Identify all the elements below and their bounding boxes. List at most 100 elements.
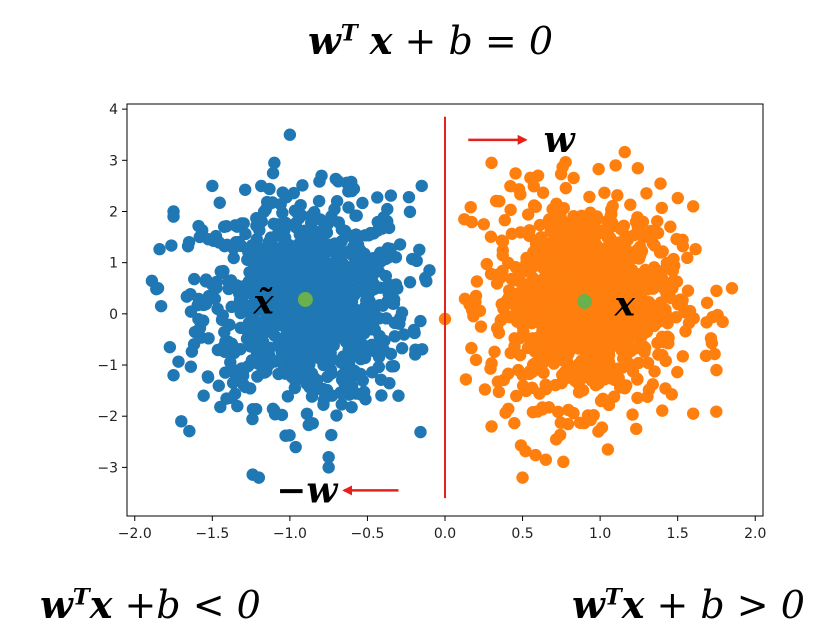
scatter-point	[392, 389, 405, 402]
scatter-point	[558, 276, 572, 289]
scatter-point	[509, 167, 522, 180]
x-tick-label: 1.0	[589, 526, 611, 542]
scatter-point	[603, 283, 616, 297]
scatter-point	[543, 304, 556, 317]
scatter-point	[610, 362, 623, 376]
scatter-point	[249, 402, 263, 416]
scatter-point	[377, 211, 390, 224]
scatter-point	[167, 369, 180, 382]
scatter-point	[259, 291, 273, 305]
scatter-point	[297, 266, 311, 280]
scatter-point	[220, 392, 233, 405]
scatter-point	[631, 291, 644, 304]
scatter-point	[640, 325, 654, 338]
scatter-point	[335, 387, 349, 400]
scatter-point	[533, 387, 546, 400]
scatter-point	[263, 182, 276, 196]
scatter-point	[294, 360, 307, 373]
scatter-point	[614, 236, 627, 249]
scatter-point	[636, 215, 650, 228]
scatter-point	[590, 210, 604, 223]
scatter-point	[686, 200, 700, 213]
scatter-point	[227, 251, 240, 265]
scatter-point	[504, 203, 517, 217]
scatter-point	[485, 156, 498, 170]
scatter-point	[488, 345, 501, 358]
scatter-point	[345, 401, 358, 414]
scatter-point	[494, 314, 507, 327]
scatter-point	[562, 371, 575, 384]
scatter-point	[536, 357, 549, 371]
scatter-point	[188, 325, 202, 339]
scatter-point	[414, 425, 427, 439]
scatter-point	[271, 251, 284, 264]
y-tick-label: −2	[97, 409, 118, 425]
scatter-point	[700, 316, 713, 329]
scatter-point	[529, 448, 542, 462]
scatter-point	[480, 257, 493, 271]
scatter-point	[648, 365, 661, 378]
scatter-point	[652, 278, 666, 291]
scatter-point	[274, 198, 287, 211]
scatter-point	[656, 404, 669, 417]
scatter-point	[369, 340, 382, 354]
orange-centroid	[577, 294, 593, 310]
scatter-point	[276, 240, 289, 254]
scatter-point	[682, 316, 696, 330]
scatter-point	[544, 225, 557, 238]
scatter-point	[652, 348, 665, 361]
scatter-point	[264, 197, 277, 210]
scatter-point	[596, 392, 610, 405]
scatter-point	[572, 342, 585, 355]
scatter-point	[550, 331, 563, 344]
ticks-layer: −2.0 −1.5 −1.0 −0.5 0.0 0.5 1.0 1.5 2.0 −3 −2 −1 0 1 2…	[97, 102, 766, 542]
scatter-point	[184, 360, 198, 373]
scatter-point	[348, 365, 362, 378]
scatter-point	[415, 179, 428, 193]
scatter-point	[338, 377, 351, 390]
scatter-point	[464, 200, 477, 214]
scatter-point	[681, 284, 695, 297]
scatter-point	[358, 324, 371, 337]
scatter-point	[318, 222, 332, 235]
scatter-point	[710, 363, 723, 377]
scatter-point	[523, 315, 536, 329]
scatter-point	[700, 296, 714, 309]
scatter-point	[354, 388, 367, 401]
scatter-point	[328, 203, 341, 216]
scatter-point	[549, 433, 563, 446]
scatter-point	[420, 275, 433, 288]
scatter-point	[554, 167, 568, 181]
scatter-point	[202, 232, 215, 246]
scatter-point	[516, 471, 529, 484]
scatter-point	[559, 349, 572, 363]
scatter-point	[583, 190, 596, 204]
scatter-point	[640, 187, 653, 200]
scatter-point	[470, 275, 484, 288]
scatter-point	[653, 246, 667, 259]
scatter-point	[391, 282, 404, 295]
scatter-point	[570, 229, 583, 242]
scatter-point	[465, 303, 479, 317]
scatter-point	[516, 379, 530, 392]
scatter-point	[278, 335, 291, 348]
scatter-point	[423, 264, 436, 277]
scatter-point	[574, 373, 587, 386]
scatter-point	[322, 297, 336, 310]
scatter-point	[502, 402, 515, 416]
scatter-point	[512, 363, 525, 377]
scatter-point	[217, 264, 230, 278]
y-tick-label: −1	[97, 358, 118, 374]
scatter-point	[628, 228, 641, 242]
x-tick-label: −1.0	[273, 526, 307, 542]
scatter-point	[238, 183, 252, 196]
scatter-point	[288, 381, 302, 395]
scatter-point	[172, 355, 185, 368]
scatter-point	[600, 317, 613, 331]
scatter-point	[304, 216, 318, 230]
positive-region-equation: wTx + b > 0	[572, 582, 805, 627]
scatter-point	[283, 128, 297, 141]
scatter-point	[495, 234, 509, 247]
scatter-point	[265, 303, 279, 317]
x-tick-label: 0.5	[511, 526, 533, 542]
